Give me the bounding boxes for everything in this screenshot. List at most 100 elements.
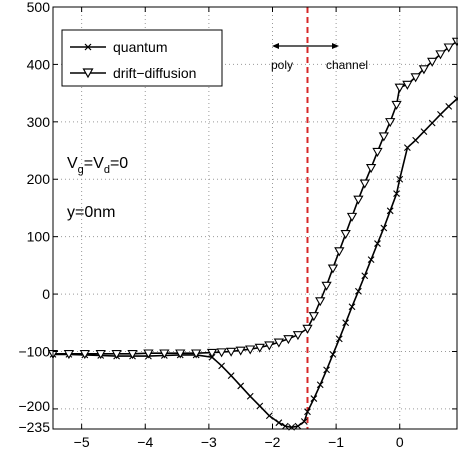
annotation-vg-end: =0 xyxy=(110,155,128,172)
data-point xyxy=(393,190,400,197)
data-point xyxy=(346,212,358,222)
data-point xyxy=(245,345,256,355)
data-point xyxy=(367,256,375,264)
y-tick-label: 300 xyxy=(27,114,51,130)
data-point xyxy=(420,128,428,135)
data-point xyxy=(403,144,411,152)
data-point xyxy=(380,224,388,232)
legend-quantum-marker xyxy=(84,43,92,51)
data-point xyxy=(391,100,402,110)
annotation-vg-sub-d: d xyxy=(104,164,110,176)
data-point xyxy=(292,331,304,341)
legend-quantum-label: quantum xyxy=(113,39,167,55)
annotation-vg-v: V xyxy=(67,155,78,172)
annotation-vg-sub-g: g xyxy=(78,164,84,176)
series-drift-diffusion xyxy=(47,37,458,360)
data-point xyxy=(143,349,154,359)
data-point xyxy=(246,392,254,400)
y-tick-label: −200 xyxy=(18,398,50,414)
data-point xyxy=(374,240,381,247)
data-point xyxy=(294,422,302,430)
y-tick-label: −100 xyxy=(18,343,50,359)
data-point xyxy=(315,297,326,307)
data-point xyxy=(175,349,186,359)
x-tick-label: 0 xyxy=(396,434,404,450)
y-tick-label: 0 xyxy=(42,286,50,302)
legend: quantum drift−diffusion xyxy=(61,29,223,87)
data-point xyxy=(412,136,420,144)
data-point xyxy=(359,179,370,189)
data-point xyxy=(227,372,235,379)
legend-dd-label: drift−diffusion xyxy=(113,65,196,81)
plot-frame xyxy=(52,6,458,430)
data-point xyxy=(310,395,318,402)
x-tick-label: −4 xyxy=(137,434,153,450)
data-point xyxy=(329,350,337,358)
data-point xyxy=(225,347,237,357)
data-point xyxy=(216,348,227,358)
data-point xyxy=(394,83,405,93)
y-tick-label: 200 xyxy=(27,171,51,187)
data-point xyxy=(428,119,436,127)
x-tick-label: −2 xyxy=(265,434,281,450)
legend-dd-marker xyxy=(82,68,94,79)
data-point xyxy=(353,195,364,205)
ticks xyxy=(53,6,457,430)
annotation-vg-mid: =V xyxy=(84,155,104,172)
data-point xyxy=(354,287,362,295)
data-point xyxy=(273,338,285,348)
y-tick-label: 400 xyxy=(27,56,51,72)
data-point xyxy=(256,402,264,410)
data-point xyxy=(445,102,453,110)
data-point xyxy=(218,362,225,370)
data-point xyxy=(127,350,138,360)
data-point xyxy=(95,350,106,360)
y-tick-label: 500 xyxy=(27,0,51,15)
y-tick-label: 100 xyxy=(27,229,51,245)
series-layer xyxy=(47,37,458,431)
data-point xyxy=(206,348,218,358)
data-point xyxy=(435,50,446,60)
data-point xyxy=(79,350,90,360)
data-point xyxy=(281,422,289,430)
annotation-poly: poly xyxy=(271,58,293,72)
data-point xyxy=(275,419,283,427)
data-point xyxy=(410,73,421,83)
data-point xyxy=(254,343,265,353)
data-point xyxy=(443,43,454,53)
data-point xyxy=(304,408,311,416)
y-tick-label: −235 xyxy=(18,419,50,435)
data-point xyxy=(237,382,245,390)
annotation-y: y=0nm xyxy=(67,204,115,221)
data-point xyxy=(321,281,332,291)
poly-channel-arrow xyxy=(272,43,339,49)
data-point xyxy=(264,341,275,351)
x-tick-label: −3 xyxy=(201,434,217,450)
x-tick-label: −5 xyxy=(74,434,90,450)
data-point xyxy=(385,118,396,128)
data-point xyxy=(300,418,308,425)
data-point xyxy=(63,350,75,360)
data-point xyxy=(418,65,430,75)
tick-labels: −5 −4 −3 −2 −1 0 −235 −200 −100 0 100 200 300 400 500 xyxy=(18,0,403,450)
data-point xyxy=(235,346,246,356)
annotation-vg-vd: Vg=Vd=0 xyxy=(67,155,128,176)
data-point xyxy=(335,335,343,343)
data-point xyxy=(361,272,369,280)
data-point xyxy=(365,164,377,174)
data-point xyxy=(342,319,350,327)
data-point xyxy=(437,110,444,118)
data-point xyxy=(159,349,170,359)
data-point xyxy=(316,381,324,389)
data-point xyxy=(327,264,339,274)
data-point xyxy=(348,303,356,311)
data-point xyxy=(191,349,202,359)
annotation-channel: channel xyxy=(326,58,368,72)
data-point xyxy=(340,230,351,240)
data-point xyxy=(396,175,404,183)
data-point xyxy=(402,80,413,90)
data-point xyxy=(302,324,313,334)
data-point xyxy=(378,132,389,142)
data-point xyxy=(323,366,330,374)
